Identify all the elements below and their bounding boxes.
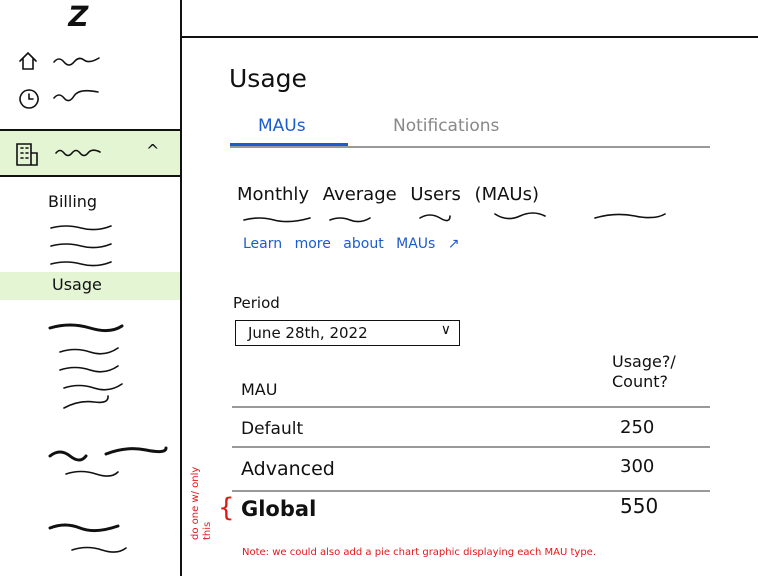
sidebar-section-placeholder[interactable] — [46, 440, 171, 480]
sidebar-item-usage-label: Usage — [52, 275, 102, 294]
column-header-count: Usage?/ Count? — [612, 352, 676, 391]
sidebar-item-organization[interactable]: ^ — [0, 129, 180, 177]
description: Monthly Average Users (MAUs) — [237, 184, 539, 205]
table-row-name: Advanced — [241, 458, 335, 480]
table-row-count: 250 — [620, 417, 655, 438]
page-title: Usage — [229, 64, 307, 93]
chevron-up-icon[interactable]: ^ — [146, 141, 160, 160]
external-link-icon: ↗ — [447, 236, 460, 252]
column-header-mau: MAU — [241, 380, 278, 399]
description-placeholder — [243, 212, 666, 223]
note-annotation: Note: we could also add a pie chart grap… — [242, 547, 596, 558]
home-icon[interactable] — [18, 51, 38, 71]
logo: Z — [65, 0, 92, 33]
table-divider — [232, 490, 710, 492]
brace-annotation: { — [218, 493, 235, 523]
sidebar-item-billing[interactable]: Billing — [48, 192, 98, 211]
period-label: Period — [233, 294, 280, 312]
building-icon — [16, 143, 38, 166]
sidebar-item-clock-label[interactable] — [52, 88, 102, 102]
tab-divider — [230, 146, 710, 148]
period-select[interactable]: June 28th, 2022 ∨ — [235, 320, 460, 346]
sidebar-subitem-placeholder[interactable] — [48, 218, 118, 274]
table-row-name: Global — [241, 497, 317, 521]
sidebar-item-home-label[interactable] — [52, 54, 102, 66]
side-annotation: do one w/ only this — [190, 466, 213, 540]
table-divider — [232, 406, 710, 408]
chevron-down-icon: ∨ — [440, 322, 451, 338]
sidebar-item-usage[interactable]: Usage — [0, 272, 180, 300]
sidebar-section-placeholder[interactable] — [46, 318, 136, 418]
top-bar — [182, 0, 758, 38]
table-row-count: 300 — [620, 456, 655, 477]
learn-more-text[interactable]: Learn more about MAUs — [243, 236, 436, 252]
period-value: June 28th, 2022 — [248, 324, 368, 342]
clock-icon[interactable] — [18, 88, 40, 110]
sidebar-item-label — [55, 149, 101, 157]
sidebar-section-placeholder[interactable] — [46, 516, 136, 556]
table-row-name: Default — [241, 419, 304, 439]
sidebar: Z ^ Billing Usage — [0, 0, 182, 576]
tab-maus[interactable]: MAUs — [258, 116, 306, 136]
learn-more-link[interactable]: Learn more about MAUs ↗ — [243, 236, 460, 252]
table-row-count: 550 — [620, 494, 659, 518]
tab-notifications[interactable]: Notifications — [393, 116, 500, 136]
table-divider — [232, 446, 710, 448]
active-tab-indicator — [230, 143, 348, 146]
